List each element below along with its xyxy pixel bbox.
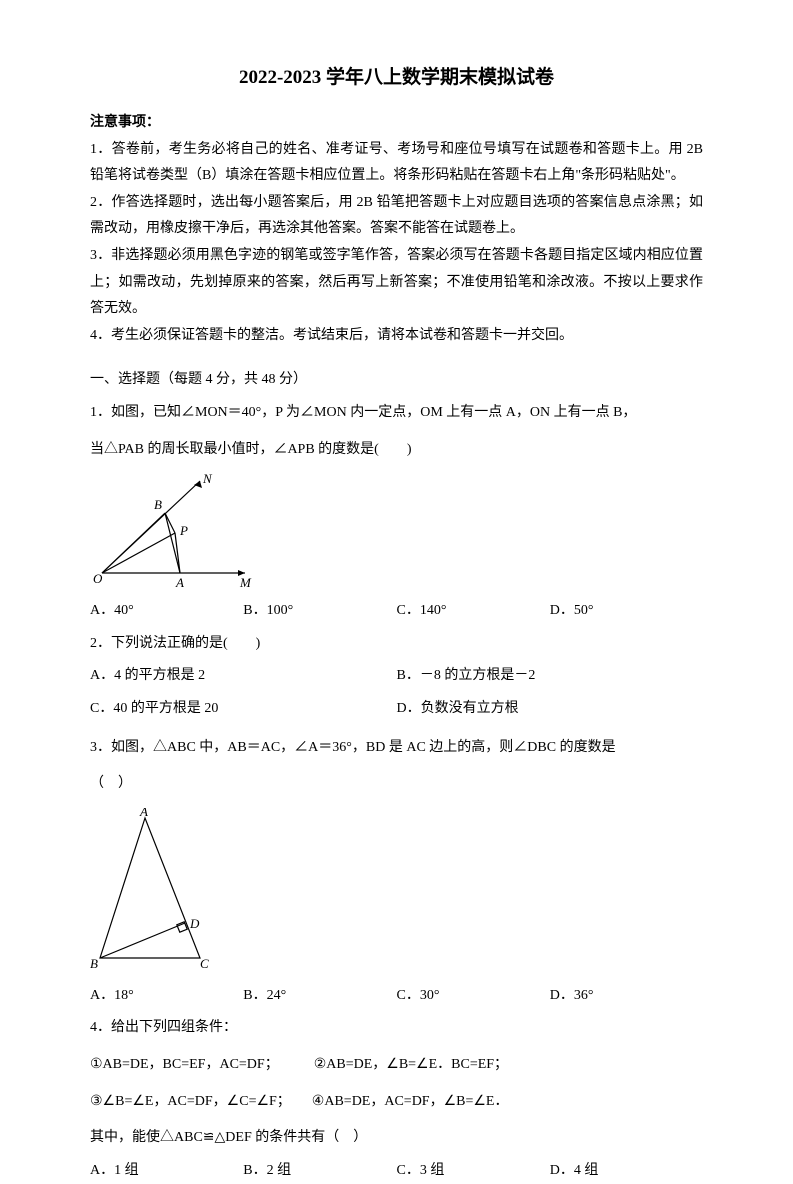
q4-cond-1: ①AB=DE，BC=EF，AC=DF； ②AB=DE，∠B=∠E．BC=EF； [90, 1052, 703, 1079]
q1-label-b: B [154, 497, 162, 512]
q1-label-p: P [179, 523, 188, 538]
q4-text: 4．给出下列四组条件： [90, 1015, 703, 1042]
q3-opt-c: C．30° [397, 983, 550, 1010]
q2-opt-b: B．－8 的立方根是－2 [397, 663, 704, 690]
q2-opt-c: C．40 的平方根是 20 [90, 696, 397, 723]
q1-figure: O M N A B P [90, 473, 703, 588]
q2-options: A．4 的平方根是 2 B．－8 的立方根是－2 C．40 的平方根是 20 D… [90, 663, 703, 728]
q3-sub: （ ） [90, 771, 703, 798]
q1-label-m: M [239, 575, 252, 588]
q1-opt-a: A．40° [90, 598, 243, 625]
notice-header: 注意事项： [90, 110, 703, 137]
q4-opt-a: A．1 组 [90, 1158, 243, 1184]
q1-label-a: A [175, 575, 184, 588]
q4-sub: 其中，能使△ABC≌△DEF 的条件共有（ ） [90, 1125, 703, 1152]
q3-label-a: A [139, 808, 148, 819]
q4-options: A．1 组 B．2 组 C．3 组 D．4 组 [90, 1158, 703, 1184]
q1-text: 1．如图，已知∠MON＝40°，P 为∠MON 内一定点，OM 上有一点 A，O… [90, 400, 703, 427]
q1-opt-d: D．50° [550, 598, 703, 625]
q3-options: A．18° B．24° C．30° D．36° [90, 983, 703, 1010]
q1-opt-c: C．140° [397, 598, 550, 625]
q3-opt-d: D．36° [550, 983, 703, 1010]
exam-title: 2022-2023 学年八上数学期末模拟试卷 [90, 60, 703, 96]
q2-text: 2．下列说法正确的是( ) [90, 631, 703, 658]
q4-opt-d: D．4 组 [550, 1158, 703, 1184]
q1-label-n: N [202, 473, 213, 486]
q3-opt-b: B．24° [243, 983, 396, 1010]
q1-opt-b: B．100° [243, 598, 396, 625]
notice-item-3: 3．非选择题必须用黑色字迹的钢笔或签字笔作答，答案必须写在答题卡各题目指定区域内… [90, 243, 703, 323]
q4-opt-c: C．3 组 [397, 1158, 550, 1184]
q3-label-c: C [200, 956, 209, 971]
notice-item-4: 4．考生必须保证答题卡的整洁。考试结束后，请将本试卷和答题卡一并交回。 [90, 323, 703, 350]
notice-item-1: 1．答卷前，考生务必将自己的姓名、准考证号、考场号和座位号填写在试题卷和答题卡上… [90, 137, 703, 190]
q1-sub: 当△PAB 的周长取最小值时，∠APB 的度数是( ) [90, 437, 703, 464]
notice-item-2: 2．作答选择题时，选出每小题答案后，用 2B 铅笔把答题卡上对应题目选项的答案信… [90, 190, 703, 243]
q1-label-o: O [93, 571, 103, 586]
q4-opt-b: B．2 组 [243, 1158, 396, 1184]
q1-options: A．40° B．100° C．140° D．50° [90, 598, 703, 625]
q3-opt-a: A．18° [90, 983, 243, 1010]
q3-figure: A B C D [90, 808, 703, 973]
section-1-header: 一、选择题（每题 4 分，共 48 分） [90, 367, 703, 394]
q3-label-d: D [189, 916, 200, 931]
q2-opt-a: A．4 的平方根是 2 [90, 663, 397, 690]
q4-cond-2: ③∠B=∠E，AC=DF，∠C=∠F； ④AB=DE，AC=DF，∠B=∠E． [90, 1089, 703, 1116]
q3-text: 3．如图，△ABC 中，AB＝AC，∠A＝36°，BD 是 AC 边上的高，则∠… [90, 735, 703, 762]
q2-opt-d: D．负数没有立方根 [397, 696, 704, 723]
q3-label-b: B [90, 956, 98, 971]
